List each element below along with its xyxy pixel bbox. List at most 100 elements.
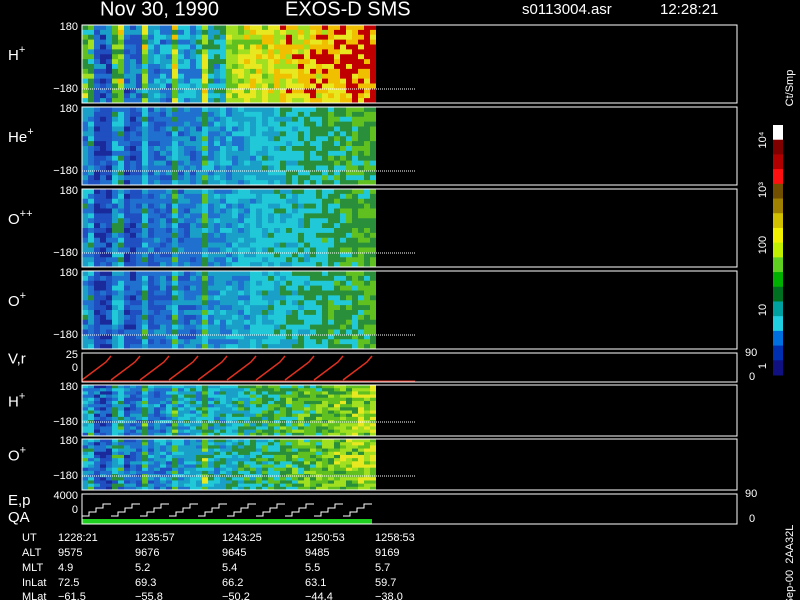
pixel bbox=[154, 136, 160, 142]
pixel bbox=[208, 247, 214, 253]
pixel bbox=[142, 285, 148, 291]
pixel bbox=[160, 170, 166, 176]
pixel bbox=[232, 470, 238, 475]
pixel bbox=[178, 454, 184, 459]
pixel bbox=[316, 64, 322, 70]
pixel bbox=[232, 98, 238, 104]
pixel bbox=[112, 275, 118, 282]
pixel bbox=[118, 314, 124, 321]
pixel bbox=[172, 165, 178, 171]
pixel bbox=[280, 228, 286, 234]
pixel bbox=[148, 141, 154, 147]
pixel bbox=[154, 329, 160, 335]
pixel bbox=[274, 59, 280, 65]
pixel bbox=[364, 477, 370, 481]
pixel bbox=[160, 314, 166, 321]
pixel bbox=[142, 280, 148, 287]
pixel bbox=[310, 464, 316, 469]
pixel bbox=[280, 126, 286, 132]
pixel bbox=[124, 98, 130, 104]
pixel bbox=[142, 271, 148, 277]
pixel bbox=[364, 150, 370, 157]
pixel bbox=[160, 290, 166, 296]
pixel bbox=[310, 34, 316, 41]
pixel bbox=[142, 165, 148, 171]
pixel bbox=[328, 464, 334, 469]
pixel bbox=[166, 310, 172, 316]
pixel bbox=[130, 111, 136, 118]
pixel bbox=[280, 146, 286, 152]
pixel bbox=[364, 458, 370, 462]
pixel bbox=[298, 160, 304, 166]
pixel bbox=[352, 83, 358, 89]
pixel bbox=[160, 448, 166, 453]
pixel bbox=[184, 232, 190, 239]
colorbar-segment bbox=[773, 242, 783, 258]
pixel bbox=[280, 150, 286, 157]
pixel bbox=[268, 400, 274, 405]
pixel bbox=[130, 54, 136, 60]
pixel bbox=[148, 232, 154, 239]
pixel bbox=[298, 146, 304, 152]
pixel bbox=[358, 88, 364, 94]
pixel bbox=[100, 416, 106, 421]
pixel bbox=[256, 271, 262, 277]
pixel bbox=[124, 310, 130, 316]
pixel bbox=[304, 385, 310, 389]
pixel bbox=[358, 439, 364, 443]
pixel bbox=[286, 423, 292, 427]
pixel bbox=[172, 451, 178, 456]
pixel bbox=[94, 25, 100, 31]
pixel bbox=[364, 25, 370, 31]
pixel bbox=[298, 290, 304, 296]
pixel bbox=[214, 477, 220, 481]
pixel bbox=[220, 93, 226, 99]
pixel bbox=[310, 480, 316, 485]
pixel bbox=[148, 290, 154, 296]
pixel bbox=[304, 170, 310, 176]
pixel bbox=[196, 78, 202, 84]
pixel bbox=[112, 116, 118, 123]
pixel bbox=[274, 400, 280, 405]
pixel bbox=[166, 165, 172, 171]
pixel bbox=[172, 218, 178, 224]
pixel bbox=[184, 54, 190, 60]
pixel bbox=[220, 257, 226, 263]
pixel bbox=[334, 404, 340, 408]
pixel bbox=[166, 448, 172, 453]
pixel bbox=[256, 385, 262, 389]
pixel bbox=[172, 64, 178, 70]
pixel bbox=[172, 416, 178, 421]
pixel bbox=[208, 49, 214, 55]
pixel bbox=[154, 83, 160, 89]
pixel bbox=[298, 339, 304, 345]
pixel bbox=[250, 213, 256, 219]
pixel bbox=[214, 141, 220, 147]
pixel bbox=[298, 54, 304, 60]
pixel bbox=[334, 319, 340, 326]
pixel bbox=[238, 295, 244, 301]
pixel bbox=[292, 295, 298, 301]
pixel bbox=[346, 470, 352, 475]
pixel bbox=[322, 483, 328, 488]
pixel bbox=[100, 467, 106, 472]
pixel bbox=[340, 242, 346, 248]
pixel bbox=[136, 44, 142, 50]
pixel bbox=[370, 39, 376, 45]
pixel bbox=[370, 407, 376, 411]
pixel bbox=[232, 480, 238, 485]
pixel bbox=[328, 285, 334, 291]
pixel bbox=[190, 111, 196, 118]
pixel bbox=[274, 480, 280, 485]
pixel bbox=[154, 280, 160, 287]
pixel bbox=[190, 334, 196, 340]
pixel bbox=[298, 208, 304, 214]
pixel bbox=[334, 252, 340, 258]
pixel bbox=[262, 218, 268, 224]
pixel bbox=[262, 59, 268, 65]
pixel bbox=[292, 25, 298, 31]
pixel bbox=[304, 314, 310, 321]
pixel bbox=[88, 93, 94, 99]
pixel bbox=[274, 329, 280, 335]
pixel bbox=[220, 78, 226, 84]
